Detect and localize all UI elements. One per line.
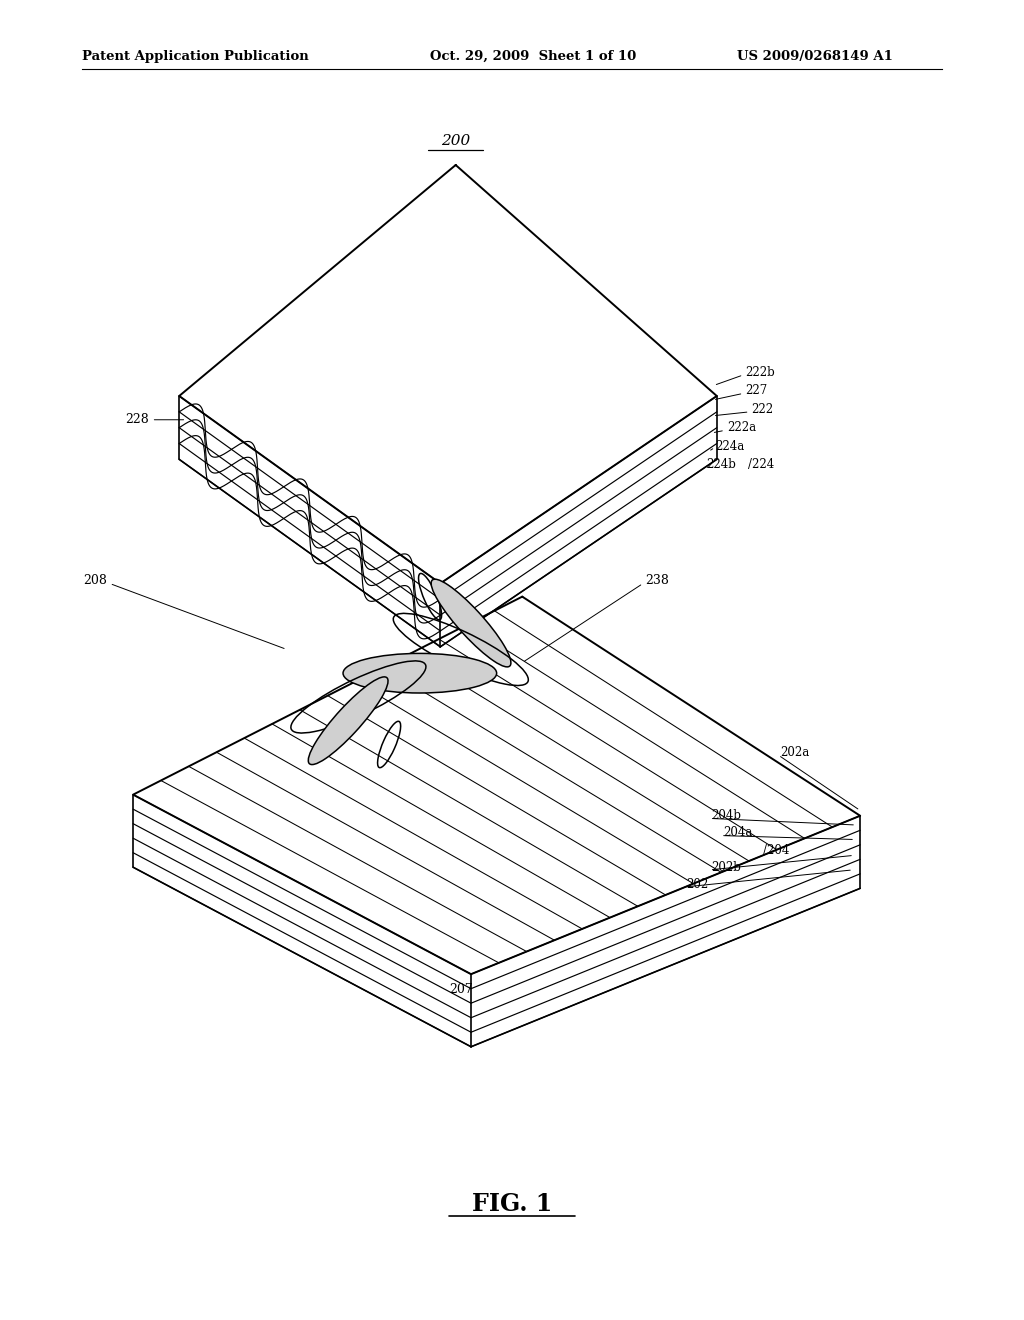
Text: 224b: 224b xyxy=(707,458,736,471)
Text: 222: 222 xyxy=(752,403,774,416)
Text: US 2009/0268149 A1: US 2009/0268149 A1 xyxy=(737,50,893,63)
Text: 228: 228 xyxy=(125,413,148,426)
Text: /204: /204 xyxy=(763,843,790,857)
Text: 222a: 222a xyxy=(727,421,756,434)
Text: Patent Application Publication: Patent Application Publication xyxy=(82,50,308,63)
Ellipse shape xyxy=(308,677,388,764)
Text: Oct. 29, 2009  Sheet 1 of 10: Oct. 29, 2009 Sheet 1 of 10 xyxy=(430,50,636,63)
Text: FIG. 1: FIG. 1 xyxy=(472,1192,552,1216)
Text: 202a: 202a xyxy=(780,746,810,759)
Text: 222b: 222b xyxy=(745,366,775,379)
Text: 202b: 202b xyxy=(712,861,741,874)
Text: /224: /224 xyxy=(748,458,774,471)
Text: 207: 207 xyxy=(449,983,473,997)
Text: 208: 208 xyxy=(84,574,108,587)
Text: 224a: 224a xyxy=(715,440,744,453)
Text: 202: 202 xyxy=(686,878,709,891)
Text: 227: 227 xyxy=(745,384,768,397)
Ellipse shape xyxy=(343,653,497,693)
Text: 204b: 204b xyxy=(712,809,741,822)
Text: 238: 238 xyxy=(645,574,669,587)
Ellipse shape xyxy=(431,579,511,667)
Text: 200: 200 xyxy=(441,133,470,148)
Text: 204a: 204a xyxy=(723,826,753,840)
